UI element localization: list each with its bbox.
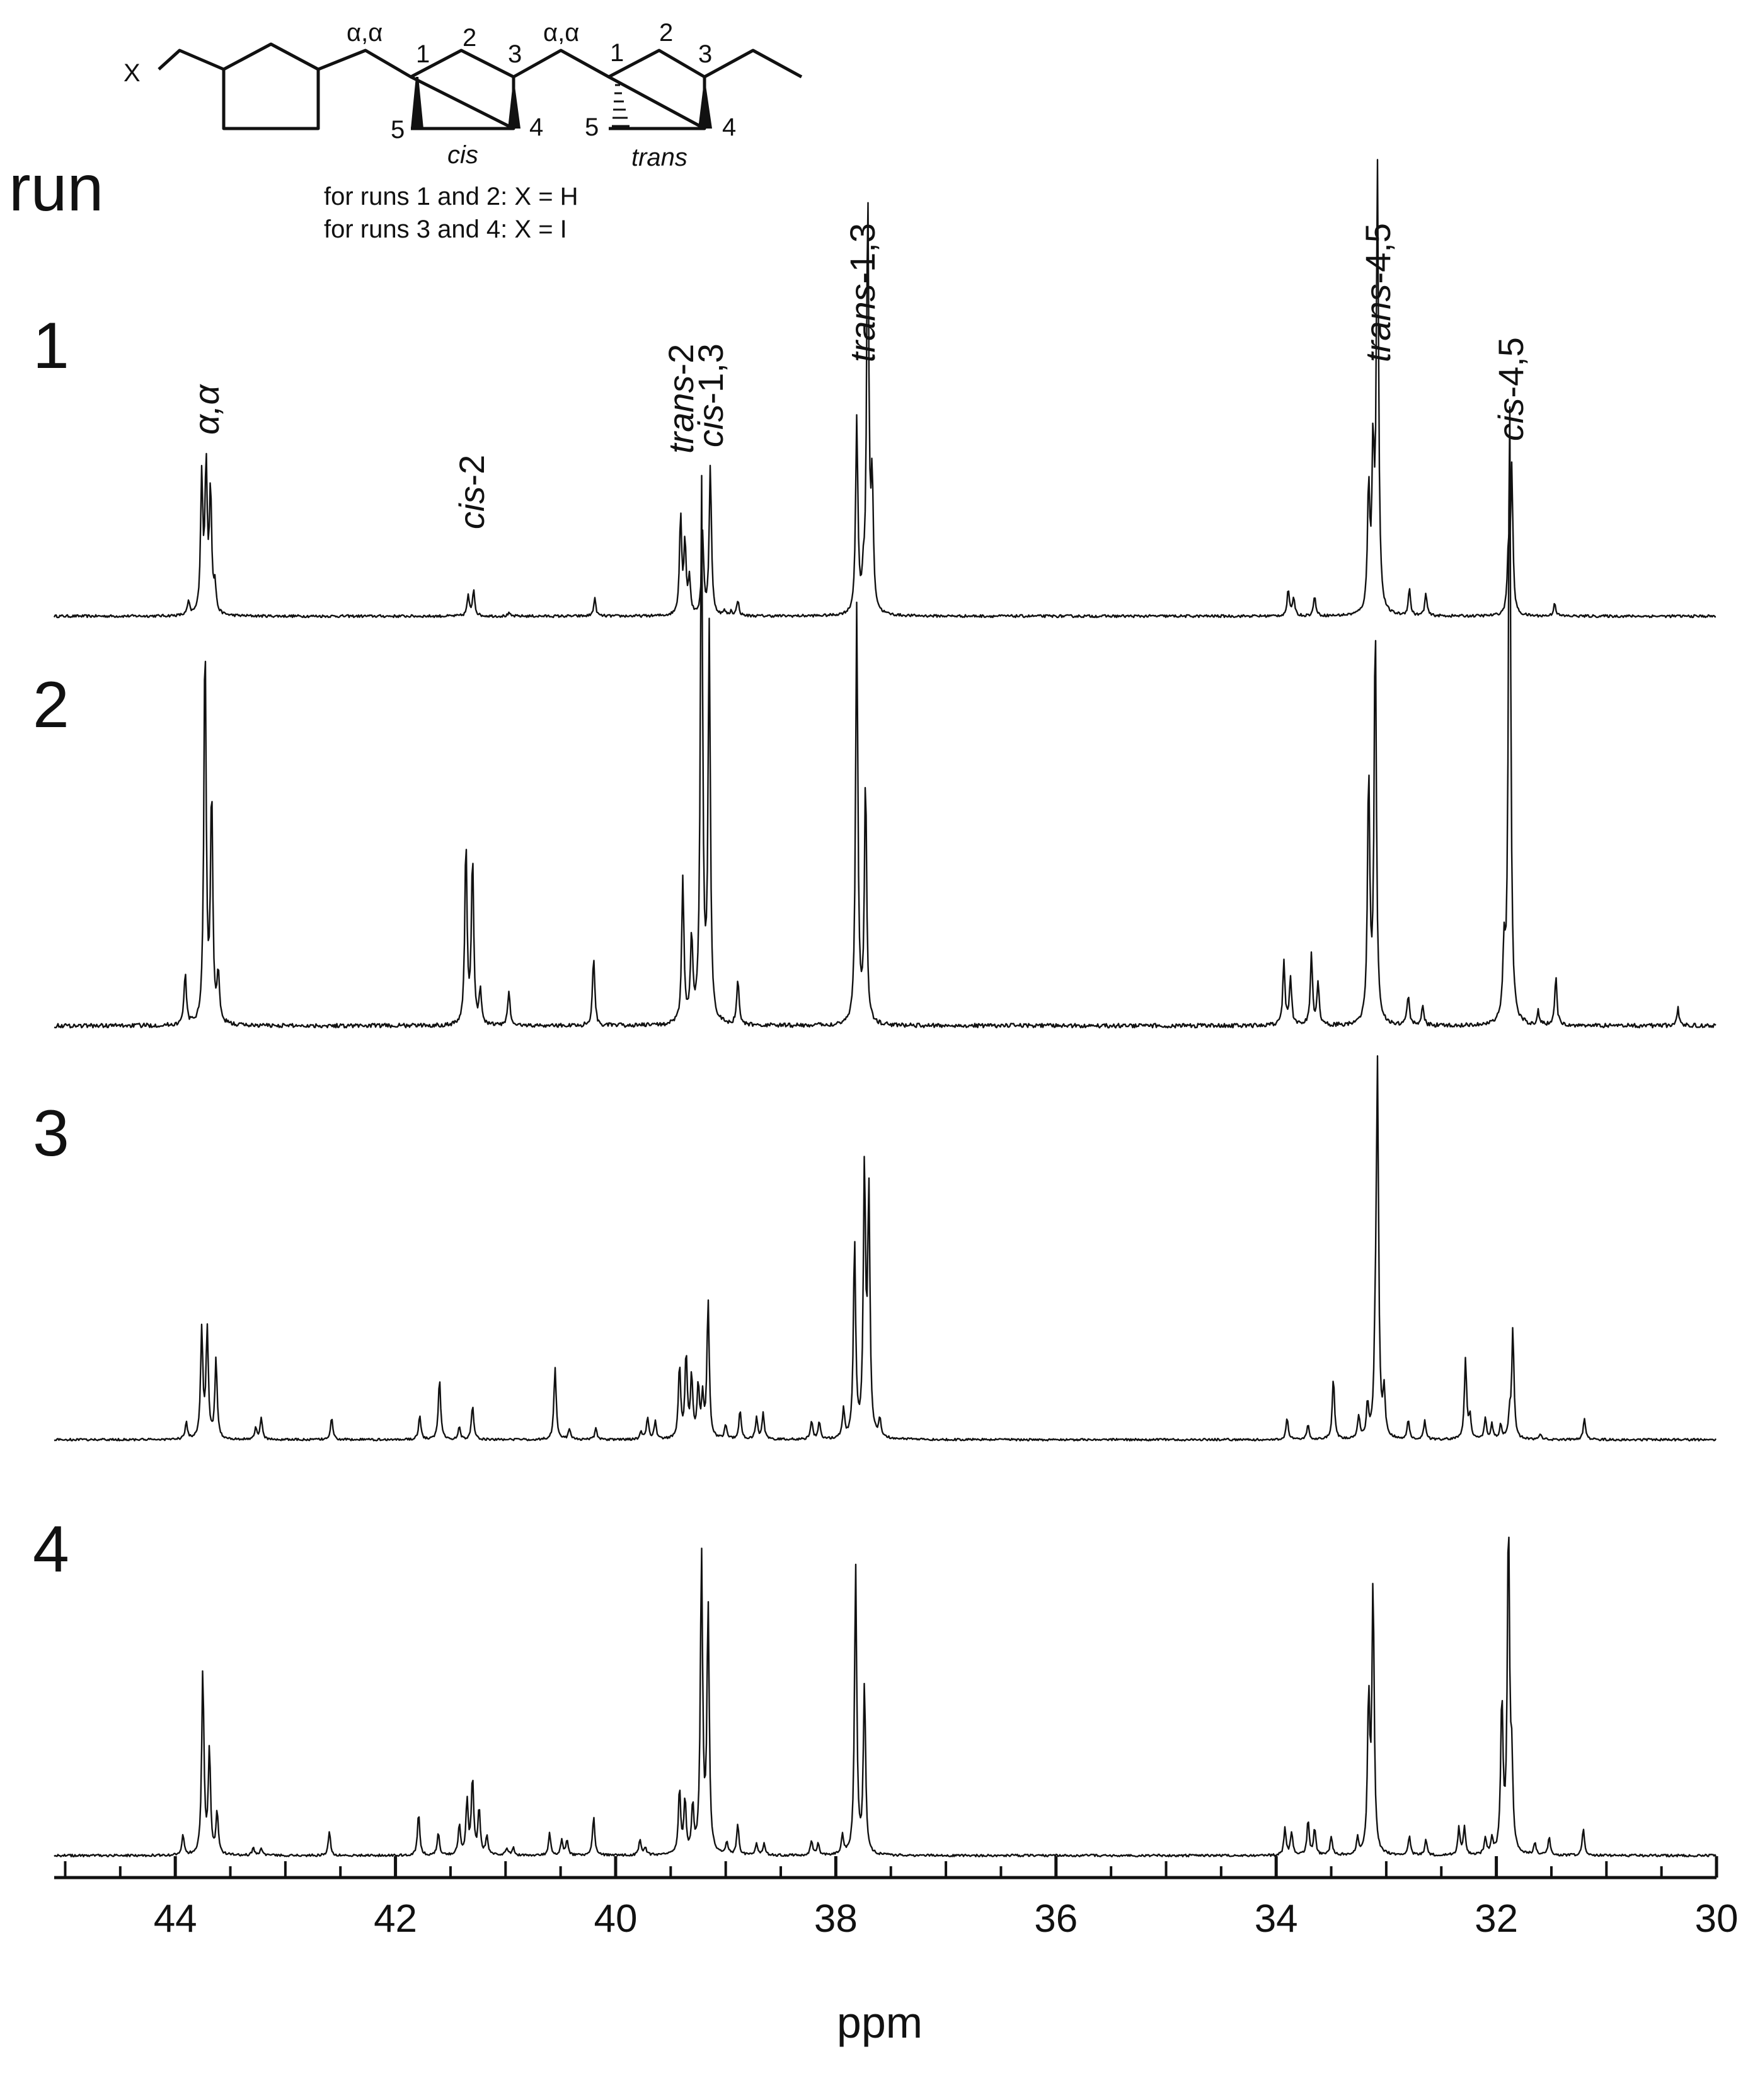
x-tick-label: 38 bbox=[814, 1897, 858, 1941]
spectrum-trace-run-3 bbox=[54, 1055, 1717, 1442]
x-tick-label: 40 bbox=[594, 1897, 638, 1941]
ring-b-locant-5: 5 bbox=[585, 113, 599, 141]
ring-a-locant-2: 2 bbox=[463, 24, 477, 52]
chemical-structure bbox=[158, 42, 803, 130]
x-tick-label: 42 bbox=[374, 1897, 418, 1941]
spectrum-trace-run-2 bbox=[54, 406, 1717, 1029]
ring-a-locant-1: 1 bbox=[416, 40, 430, 68]
peak-label-trans-1-3: trans-1,3 bbox=[843, 223, 883, 362]
ring-a-locant-5: 5 bbox=[391, 116, 405, 144]
peak-label-cis-4-5: cis-4,5 bbox=[1491, 337, 1531, 441]
ring-b-locant-4: 4 bbox=[722, 113, 737, 141]
x-atom-label: X bbox=[124, 59, 141, 87]
peak-label-cis-1-3: cis-1,3 bbox=[691, 343, 731, 447]
x-tick-label: 44 bbox=[153, 1897, 197, 1941]
run-heading: run bbox=[9, 152, 104, 225]
ring-b-locant-3: 3 bbox=[698, 40, 713, 68]
run-label-2: 2 bbox=[33, 668, 69, 742]
peak-label-alpha-alpha: α,α bbox=[187, 384, 227, 435]
spectrum-trace-run-4 bbox=[54, 1536, 1717, 1857]
ring-b-config: trans bbox=[631, 144, 687, 171]
note-runs-1-2: for runs 1 and 2: X = H bbox=[324, 183, 578, 210]
run-label-3: 3 bbox=[33, 1097, 69, 1170]
spectrum-trace-run-1 bbox=[53, 159, 1717, 619]
ring-b-locant-1: 1 bbox=[610, 39, 624, 67]
ring-a-config: cis bbox=[447, 141, 478, 169]
x-tick-label: 32 bbox=[1475, 1897, 1519, 1941]
x-tick-label: 36 bbox=[1034, 1897, 1078, 1941]
peak-label-cis-2: cis-2 bbox=[452, 454, 492, 529]
ring-b-locant-2: 2 bbox=[659, 19, 674, 47]
run-label-4: 4 bbox=[33, 1513, 69, 1586]
ring-a-locant-3: 3 bbox=[508, 40, 522, 68]
x-tick-label: 34 bbox=[1254, 1897, 1298, 1941]
note-runs-3-4: for runs 3 and 4: X = I bbox=[324, 215, 567, 243]
x-tick-label: 30 bbox=[1694, 1897, 1739, 1941]
run-label-1: 1 bbox=[33, 309, 69, 382]
peak-label-trans-4-5: trans-4,5 bbox=[1357, 223, 1398, 362]
alpha-label-b: α,α bbox=[543, 19, 580, 47]
ring-a-locant-4: 4 bbox=[529, 113, 544, 141]
x-axis-title: ppm bbox=[836, 1998, 923, 2047]
alpha-label-a: α,α bbox=[347, 19, 383, 47]
